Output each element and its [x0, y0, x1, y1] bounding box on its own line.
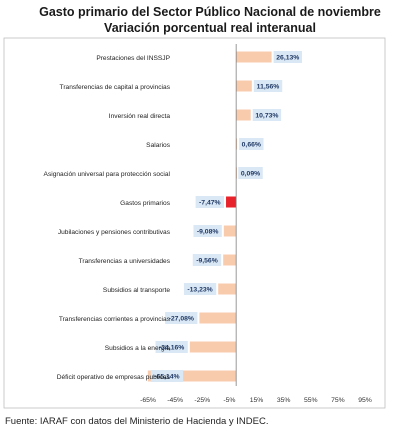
x-tick-label: 55%	[304, 397, 318, 404]
data-label-box	[165, 312, 198, 324]
chart-subtitle: Variación porcentual real interanual	[104, 21, 316, 35]
data-label: -65,14%	[154, 374, 179, 381]
bar-6	[223, 225, 237, 237]
data-label: -27,08%	[169, 316, 194, 323]
x-tick-label: -45%	[167, 397, 183, 404]
chart-frame	[3, 37, 386, 409]
category-label: Asignación universal para protección soc…	[44, 171, 171, 178]
data-label-box	[183, 283, 217, 295]
category-labels-group: Prestaciones del INSSJP Transferencias de…	[44, 55, 171, 381]
category-label: Subsidios a la energía	[105, 345, 171, 352]
bars-group	[147, 44, 272, 386]
source-note: Fuente: IARAF con datos del Ministerio d…	[5, 416, 269, 427]
category-label: Jubilaciones y pensiones contributivas	[58, 229, 171, 236]
chart-title: Gasto primario del Sector Público Nacion…	[39, 5, 381, 19]
data-label: 26,13%	[276, 55, 299, 62]
data-label: 0,09%	[241, 171, 260, 178]
data-label-box	[192, 254, 222, 266]
bar-1	[236, 80, 252, 92]
bar-5	[226, 196, 237, 208]
x-tick-label: -25%	[194, 397, 210, 404]
x-tick-label: 95%	[358, 397, 372, 404]
data-label-box	[150, 370, 184, 382]
bar-7	[223, 254, 237, 266]
x-tick-label: 15%	[250, 397, 264, 404]
data-label: -13,23%	[187, 287, 212, 294]
data-label: 10,73%	[255, 113, 278, 120]
data-labels-group: 26,13% 11,56% 10,73% 0,66% 0,09% -7,47% -9,08%…	[150, 51, 302, 382]
x-tick-label: 35%	[277, 397, 291, 404]
category-label: Inversión real directa	[109, 113, 171, 120]
data-label-box	[252, 109, 282, 121]
data-label-box	[155, 341, 188, 353]
category-label: Prestaciones del INSSJP	[96, 55, 170, 62]
data-label-box	[195, 196, 225, 208]
data-label: -34,16%	[159, 345, 184, 352]
category-label: Transferencias corrientes a provincias	[59, 316, 171, 323]
data-label: 0,66%	[242, 142, 261, 149]
data-label-box	[239, 138, 264, 150]
data-label: -9,08%	[197, 229, 219, 236]
category-label: Subsidios al transporte	[103, 287, 170, 294]
bar-8	[218, 283, 237, 295]
data-label: 11,56%	[257, 84, 280, 91]
data-label: -7,47%	[199, 200, 221, 207]
bar-3	[236, 138, 238, 150]
bar-9	[199, 312, 237, 324]
category-label: Déficit operativo de empresas publicas	[57, 374, 171, 381]
category-label: Transferencias de capital a provincias	[60, 84, 171, 91]
category-label: Transferencias a universidades	[79, 258, 171, 265]
bar-0	[236, 51, 272, 63]
bar-10	[189, 341, 237, 353]
data-label: -9,56%	[196, 258, 218, 265]
x-tick-label: -65%	[140, 397, 156, 404]
x-tick-label: -5%	[223, 397, 235, 404]
x-axis-ticks-group: -65% -45% -25% -5% 15% 35% 55% 75% 95%	[140, 397, 372, 404]
data-label-box	[238, 167, 263, 179]
data-label-box	[193, 225, 222, 237]
data-label-box	[273, 51, 302, 63]
data-label-box	[253, 80, 283, 92]
bar-11	[147, 370, 237, 382]
category-label: Salarios	[146, 142, 171, 149]
x-tick-label: 75%	[331, 397, 345, 404]
bar-2	[236, 109, 251, 121]
category-label: Gastos primarios	[120, 200, 171, 207]
